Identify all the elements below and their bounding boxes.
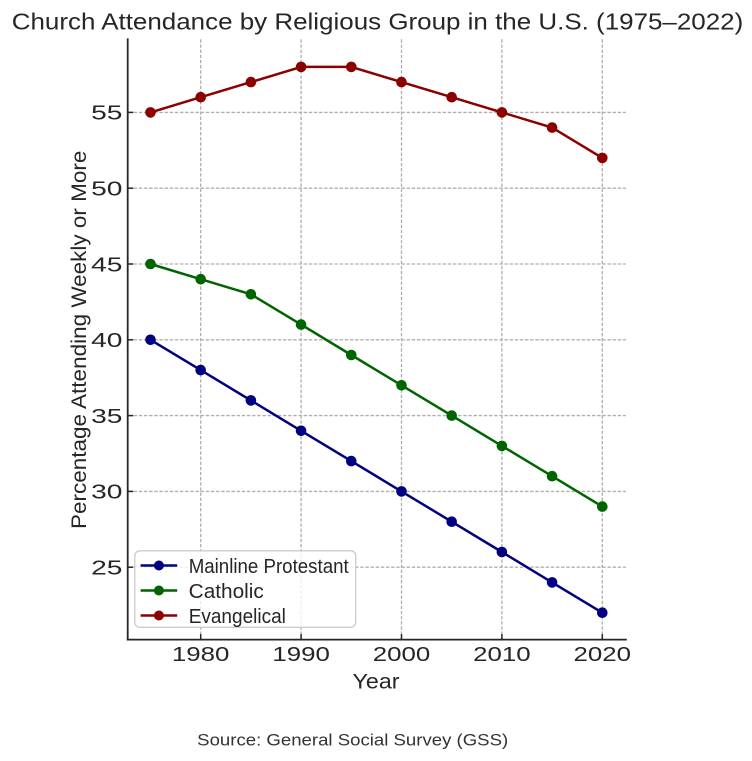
svg-text:2010: 2010	[473, 644, 531, 666]
svg-text:55: 55	[91, 103, 122, 125]
svg-text:Evangelical: Evangelical	[189, 606, 286, 628]
svg-text:1990: 1990	[272, 644, 330, 666]
svg-text:50: 50	[91, 179, 122, 201]
svg-text:Catholic: Catholic	[189, 581, 264, 603]
svg-text:Church Attendance by Religious: Church Attendance by Religious Group in …	[12, 8, 744, 34]
svg-text:30: 30	[91, 482, 122, 504]
svg-text:Percentage Attending Weekly or: Percentage Attending Weekly or More	[68, 151, 91, 529]
svg-text:45: 45	[91, 254, 122, 276]
svg-text:25: 25	[91, 558, 122, 580]
svg-text:Source: General Social Survey: Source: General Social Survey (GSS)	[197, 730, 508, 749]
svg-text:1980: 1980	[172, 644, 230, 666]
svg-text:35: 35	[91, 406, 122, 428]
svg-text:40: 40	[91, 330, 122, 352]
svg-text:Mainline Protestant: Mainline Protestant	[189, 556, 349, 578]
svg-text:2000: 2000	[373, 644, 431, 666]
svg-text:2020: 2020	[574, 644, 632, 666]
svg-text:Year: Year	[353, 671, 400, 694]
